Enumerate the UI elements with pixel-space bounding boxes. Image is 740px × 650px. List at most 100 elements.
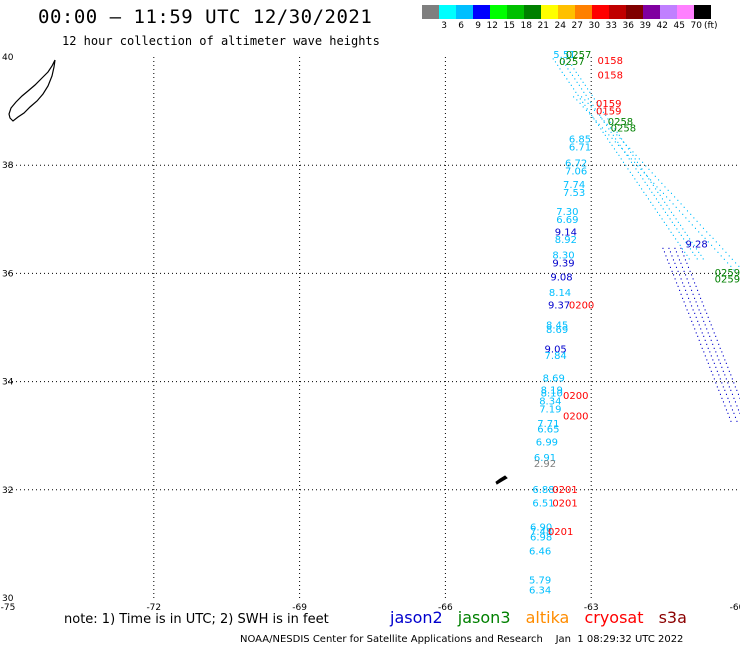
track-mark: ·	[628, 154, 631, 165]
track-mark: ·	[729, 417, 732, 428]
track-mark: ·	[707, 328, 710, 339]
track-mark: ·	[640, 185, 643, 196]
track-mark: ·	[663, 218, 666, 229]
track-mark: ·	[634, 165, 637, 176]
track-mark: ·	[636, 162, 639, 173]
colorbar-tick: 18	[520, 21, 532, 31]
track-mark: ·	[678, 286, 681, 297]
bermuda-island	[495, 475, 508, 485]
track-mark: ·	[593, 106, 596, 117]
track-mark: ·	[684, 228, 687, 239]
track-mark: ·	[648, 185, 651, 196]
track-mark: ·	[604, 111, 607, 122]
track-mark: ·	[629, 148, 632, 159]
track-mark: ·	[732, 394, 735, 405]
track-mark: ·	[590, 103, 593, 114]
track-mark: ·	[566, 54, 569, 65]
track-mark: ·	[570, 61, 573, 72]
track-mark: ·	[691, 220, 694, 231]
colorbar-tick: 36	[622, 21, 634, 31]
track-mark: ·	[699, 309, 702, 320]
track-mark: ·	[713, 328, 716, 339]
track-mark: ·	[670, 208, 673, 219]
track-mark: ·	[611, 141, 614, 152]
colorbar-swatch	[575, 5, 592, 19]
track-mark: ·	[598, 111, 601, 122]
legend-cryosat: cryosat	[584, 608, 644, 627]
track-mark: ·	[708, 363, 711, 374]
track-mark: ·	[679, 241, 682, 252]
time-label: 0258	[611, 124, 636, 135]
track-mark: ·	[659, 201, 662, 212]
track-mark: ·	[589, 98, 592, 109]
track-mark: ·	[587, 94, 590, 105]
track-mark: ·	[734, 398, 737, 409]
track-mark: ·	[615, 128, 618, 139]
colorbar-swatch	[558, 5, 575, 19]
track-mark: ·	[601, 123, 604, 134]
track-mark: ·	[696, 317, 699, 328]
track-mark: ·	[691, 248, 694, 259]
track-mark: ·	[718, 241, 721, 252]
track-mark: ·	[673, 275, 676, 286]
track-mark: ·	[661, 195, 664, 206]
time-label: 0201	[552, 499, 577, 510]
track-mark: ·	[693, 325, 696, 336]
track-mark: ·	[713, 245, 716, 256]
track-mark: ·	[658, 211, 661, 222]
x-tick-label: -66	[438, 603, 453, 613]
swh-label: 9.14	[555, 228, 577, 239]
track-mark: ·	[633, 158, 636, 169]
track-mark: ·	[668, 215, 671, 226]
track-mark: ·	[578, 99, 581, 110]
track-mark: ·	[720, 378, 723, 389]
track-mark: ·	[701, 344, 704, 355]
track-mark: ·	[579, 74, 582, 85]
track-mark: ·	[728, 252, 731, 263]
track-mark: ·	[662, 205, 665, 216]
track-mark: ·	[657, 175, 660, 186]
track-mark: ·	[641, 175, 644, 186]
track-mark: ·	[582, 103, 585, 114]
track-mark: ·	[710, 367, 713, 378]
track-mark: ·	[644, 162, 647, 173]
track-mark: ·	[719, 359, 722, 370]
swh-label: 9.05	[545, 344, 567, 355]
swh-label: 7.84	[545, 351, 567, 362]
track-mark: ·	[646, 181, 649, 192]
track-mark: ·	[656, 208, 659, 219]
track-mark: ·	[669, 263, 672, 274]
track-mark: ·	[701, 328, 704, 339]
track-mark: ·	[656, 188, 659, 199]
legend-altika: altika	[525, 608, 570, 627]
track-mark: ·	[690, 238, 693, 249]
colorbar-tick: 12	[486, 21, 498, 31]
track-mark: ·	[636, 178, 639, 189]
track-mark: ·	[717, 386, 720, 397]
track-mark: ·	[606, 114, 609, 125]
y-tick-label: 40	[2, 53, 14, 63]
track-mark: ·	[710, 321, 713, 332]
track-mark: ·	[558, 64, 561, 75]
swh-label: 8.69	[546, 325, 568, 336]
track-mark: ·	[701, 313, 704, 324]
track-mark: ·	[734, 382, 737, 393]
track-mark: ·	[620, 154, 623, 165]
track-mark: ·	[654, 205, 657, 216]
track-mark: ·	[597, 121, 600, 132]
track-mark: ·	[575, 96, 578, 107]
legend-jason2: jason2	[390, 608, 443, 627]
track-mark: ·	[580, 84, 583, 95]
track-mark: ·	[687, 217, 690, 228]
track-mark: ·	[571, 71, 574, 82]
track-mark: ·	[660, 215, 663, 226]
track-mark: ·	[728, 382, 731, 393]
track-mark: ·	[725, 359, 728, 370]
track-mark: ·	[655, 195, 658, 206]
track-mark: ·	[714, 363, 717, 374]
track-mark: ·	[675, 263, 678, 274]
track-mark: ·	[683, 203, 686, 214]
track-mark: ·	[567, 78, 570, 89]
lat-lon-grid	[8, 57, 737, 598]
track-mark: ·	[681, 248, 684, 259]
